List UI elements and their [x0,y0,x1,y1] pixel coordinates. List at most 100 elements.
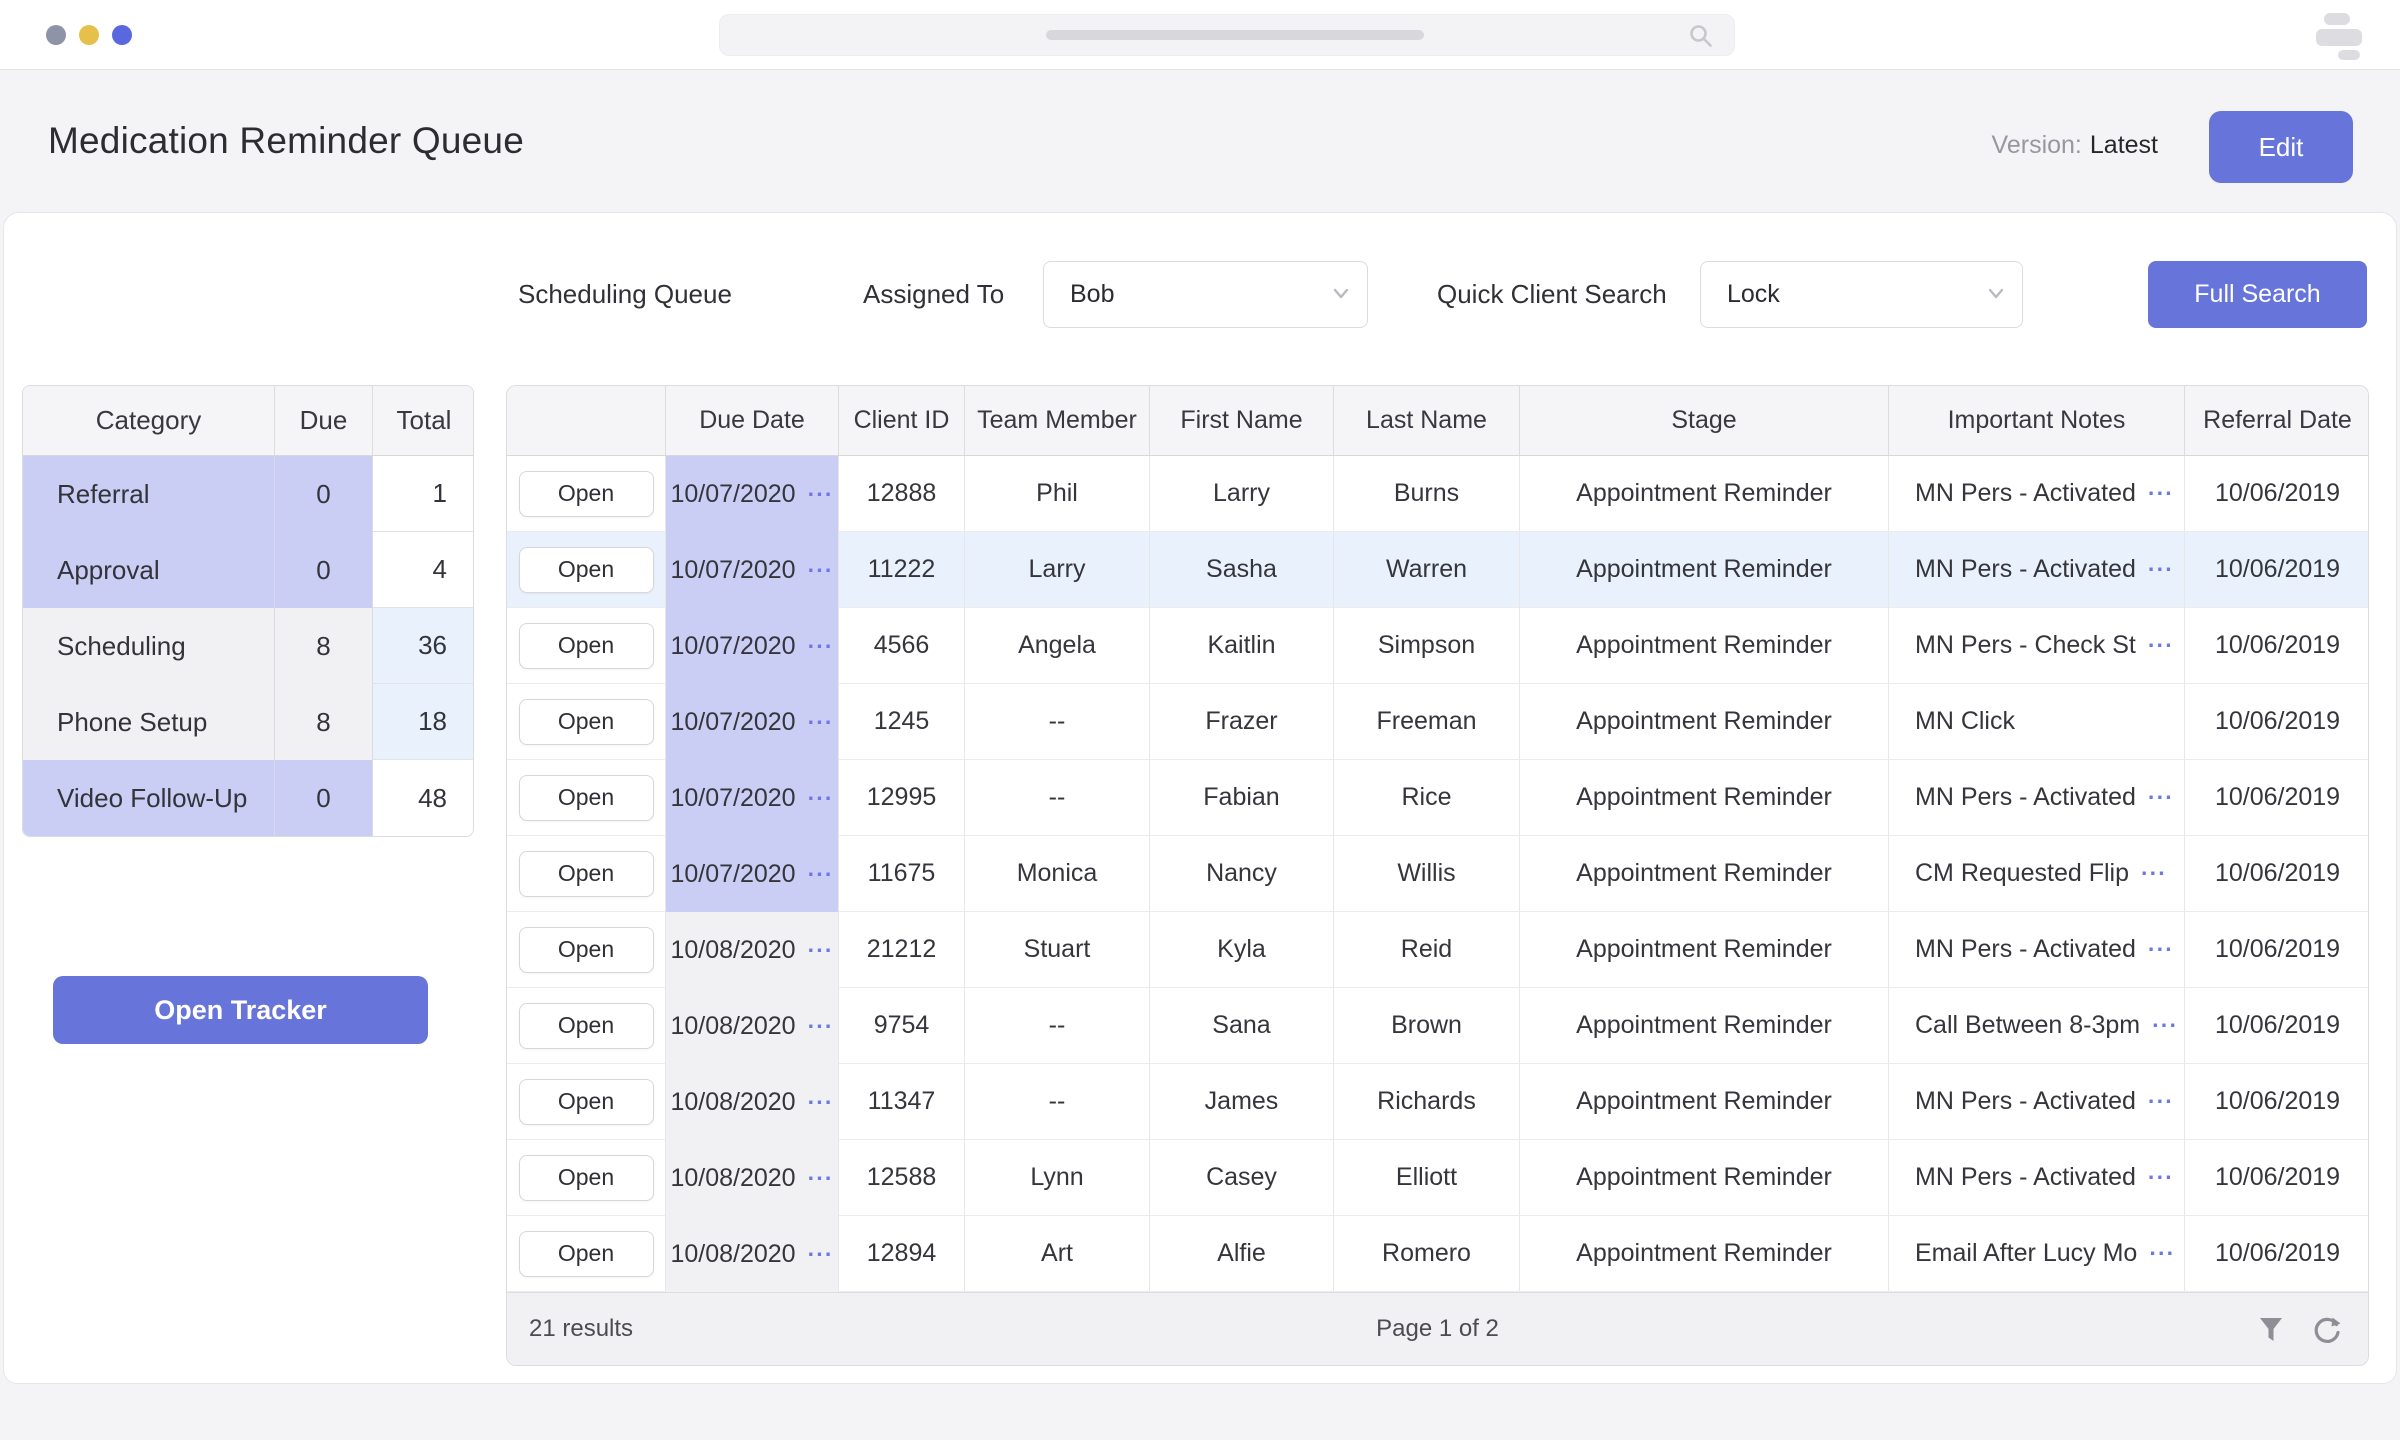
category-row[interactable]: Referral01 [23,456,473,532]
truncation-ellipsis-icon[interactable]: ··· [2148,558,2174,581]
truncation-ellipsis-icon[interactable]: ··· [808,559,834,582]
truncation-ellipsis-icon[interactable]: ··· [808,939,834,962]
truncation-ellipsis-icon[interactable]: ··· [808,1015,834,1038]
category-row[interactable]: Scheduling836 [23,608,473,684]
truncation-ellipsis-icon[interactable]: ··· [2148,938,2174,961]
stage-cell: Appointment Reminder [1520,988,1889,1064]
truncation-ellipsis-icon[interactable]: ··· [808,635,834,658]
truncation-ellipsis-icon[interactable]: ··· [2148,1166,2174,1189]
last-name-cell: Brown [1334,988,1520,1064]
queue-header-first-name: First Name [1150,386,1334,455]
truncation-ellipsis-icon[interactable]: ··· [808,711,834,734]
search-icon [1688,23,1714,49]
queue-row[interactable]: Open10/07/2020···11675MonicaNancyWillisA… [507,836,2368,912]
client-id-cell: 11347 [839,1064,965,1140]
due-date-value: 10/07/2020 [670,784,795,813]
queue-row[interactable]: Open10/07/2020···12995--FabianRiceAppoin… [507,760,2368,836]
truncation-ellipsis-icon[interactable]: ··· [808,787,834,810]
stage-cell: Appointment Reminder [1520,1216,1889,1292]
window-dot-2[interactable] [79,25,99,45]
due-date-value: 10/07/2020 [670,708,795,737]
truncation-ellipsis-icon[interactable]: ··· [808,863,834,886]
stage-cell: Appointment Reminder [1520,608,1889,684]
category-row[interactable]: Video Follow-Up048 [23,760,473,836]
quick-client-search-label: Quick Client Search [1437,261,1667,328]
team-member-cell: Angela [965,608,1150,684]
queue-row[interactable]: Open10/08/2020···9754--SanaBrownAppointm… [507,988,2368,1064]
browser-menu-icon[interactable] [2316,13,2366,59]
category-due-count: 8 [275,684,373,760]
assigned-to-select[interactable]: Bob [1043,261,1368,328]
open-row-button[interactable]: Open [519,623,654,669]
refresh-icon[interactable] [2312,1315,2342,1345]
queue-row[interactable]: Open10/07/2020···12888PhilLarryBurnsAppo… [507,456,2368,532]
open-row-button[interactable]: Open [519,1003,654,1049]
open-row-button[interactable]: Open [519,1155,654,1201]
edit-button[interactable]: Edit [2209,111,2353,183]
open-cell: Open [507,532,666,608]
truncation-ellipsis-icon[interactable]: ··· [2148,482,2174,505]
truncation-ellipsis-icon[interactable]: ··· [808,1167,834,1190]
category-row[interactable]: Phone Setup818 [23,684,473,760]
due-date-cell: 10/08/2020··· [666,1140,839,1216]
queue-row[interactable]: Open10/07/2020···4566AngelaKaitlinSimpso… [507,608,2368,684]
open-cell: Open [507,760,666,836]
truncation-ellipsis-icon[interactable]: ··· [2152,1014,2178,1037]
window-dot-3[interactable] [112,25,132,45]
truncation-ellipsis-icon[interactable]: ··· [2141,862,2167,885]
client-id-cell: 9754 [839,988,965,1064]
results-count: 21 results [529,1315,633,1343]
open-row-button[interactable]: Open [519,1079,654,1125]
queue-header-important-notes: Important Notes [1889,386,2185,455]
due-date-cell: 10/08/2020··· [666,1064,839,1140]
last-name-cell: Elliott [1334,1140,1520,1216]
stage-cell: Appointment Reminder [1520,836,1889,912]
important-notes-cell: MN Pers - Activated··· [1889,912,2185,988]
due-date-value: 10/08/2020 [670,1012,795,1041]
truncation-ellipsis-icon[interactable]: ··· [808,1243,834,1266]
full-search-button[interactable]: Full Search [2148,261,2367,328]
open-row-button[interactable]: Open [519,471,654,517]
stage-cell: Appointment Reminder [1520,684,1889,760]
quick-client-search-value: Lock [1727,280,1780,309]
team-member-cell: Larry [965,532,1150,608]
truncation-ellipsis-icon[interactable]: ··· [2148,786,2174,809]
team-member-cell: -- [965,1064,1150,1140]
queue-header-due-date: Due Date [666,386,839,455]
referral-date-cell: 10/06/2019 [2185,608,2369,684]
truncation-ellipsis-icon[interactable]: ··· [808,483,834,506]
open-row-button[interactable]: Open [519,775,654,821]
truncation-ellipsis-icon[interactable]: ··· [2148,634,2174,657]
category-row[interactable]: Approval04 [23,532,473,608]
quick-client-search-select[interactable]: Lock [1700,261,2023,328]
queue-row[interactable]: Open10/07/2020···11222LarrySashaWarrenAp… [507,532,2368,608]
truncation-ellipsis-icon[interactable]: ··· [2148,1090,2174,1113]
open-row-button[interactable]: Open [519,927,654,973]
category-name: Phone Setup [23,684,275,760]
category-name: Scheduling [23,608,275,684]
open-row-button[interactable]: Open [519,1231,654,1277]
window-dot-1[interactable] [46,25,66,45]
category-due-count: 0 [275,456,373,532]
team-member-cell: -- [965,684,1150,760]
open-cell: Open [507,1140,666,1216]
category-total-count: 36 [373,608,474,684]
open-row-button[interactable]: Open [519,851,654,897]
notes-text: Email After Lucy Mo [1915,1239,2137,1268]
queue-row[interactable]: Open10/07/2020···1245--FrazerFreemanAppo… [507,684,2368,760]
queue-row[interactable]: Open10/08/2020···12588LynnCaseyElliottAp… [507,1140,2368,1216]
open-row-button[interactable]: Open [519,547,654,593]
open-cell: Open [507,988,666,1064]
open-tracker-button[interactable]: Open Tracker [53,976,428,1044]
notes-text: MN Pers - Activated [1915,783,2136,812]
queue-row[interactable]: Open10/08/2020···12894ArtAlfieRomeroAppo… [507,1216,2368,1292]
browser-search-input[interactable] [719,14,1735,56]
queue-row[interactable]: Open10/08/2020···21212StuartKylaReidAppo… [507,912,2368,988]
assigned-to-value: Bob [1070,280,1114,309]
truncation-ellipsis-icon[interactable]: ··· [2149,1242,2175,1265]
queue-row[interactable]: Open10/08/2020···11347--JamesRichardsApp… [507,1064,2368,1140]
filter-icon[interactable] [2258,1316,2284,1344]
truncation-ellipsis-icon[interactable]: ··· [808,1091,834,1114]
stage-cell: Appointment Reminder [1520,532,1889,608]
open-row-button[interactable]: Open [519,699,654,745]
